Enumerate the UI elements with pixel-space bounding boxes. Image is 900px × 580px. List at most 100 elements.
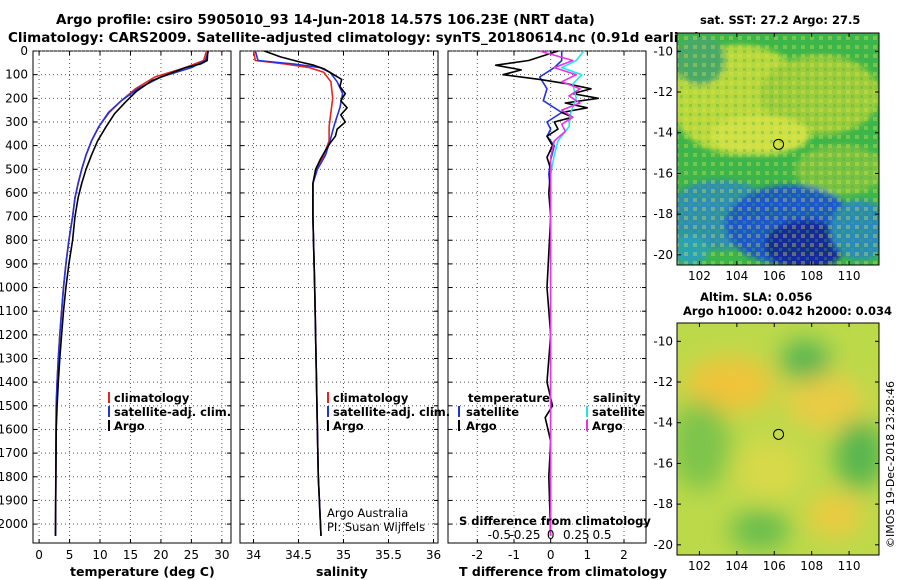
grid-dot [616, 145, 617, 147]
grid-dot [548, 287, 549, 289]
grid-dot [125, 499, 126, 501]
grid-dot [340, 168, 341, 170]
grid-dot [433, 495, 434, 496]
grid-dot [488, 216, 489, 218]
grid-dot [308, 168, 309, 170]
grid-dot [540, 381, 541, 383]
y-tick-label: 200 [5, 91, 28, 105]
grid-dot [392, 121, 393, 123]
grid-dot [532, 428, 533, 430]
grid-dot [253, 507, 254, 508]
grid-dot [524, 74, 525, 76]
grid-dot [608, 381, 609, 383]
grid-dot [256, 310, 257, 312]
grid-dot [504, 381, 505, 383]
grid-dot [181, 499, 182, 501]
grid-dot [101, 239, 102, 241]
grid-dot [298, 431, 299, 432]
grid-dot [190, 263, 192, 264]
grid-dot [99, 459, 101, 460]
grid-dot [253, 123, 254, 124]
grid-dot [117, 428, 118, 430]
grid-dot [253, 431, 254, 432]
grid-dot [408, 97, 409, 99]
grid-dot [388, 99, 389, 100]
grid-dot [408, 381, 409, 383]
grid-dot [213, 50, 214, 52]
grid-dot [476, 287, 478, 288]
grid-dot [129, 427, 131, 428]
grid-dot [173, 263, 174, 265]
grid-dot [253, 483, 254, 484]
grid-dot [476, 503, 478, 504]
grid-dot [343, 147, 344, 148]
grid-dot [343, 491, 344, 492]
grid-dot [197, 145, 198, 147]
grid-dot [492, 428, 493, 430]
grid-dot [225, 428, 226, 430]
grid-dot [49, 216, 50, 218]
grid-dot [101, 97, 102, 99]
grid-dot [185, 121, 186, 123]
grid-dot [160, 303, 162, 304]
grid-dot [65, 74, 66, 76]
grid-dot [41, 145, 42, 147]
grid-dot [372, 50, 373, 52]
grid-dot [99, 235, 101, 236]
grid-dot [412, 192, 413, 194]
grid-dot [584, 358, 585, 359]
grid-dot [93, 452, 94, 454]
grid-dot [221, 163, 223, 164]
grid-dot [253, 455, 254, 456]
grid-dot [540, 405, 541, 407]
grid-dot [85, 499, 86, 501]
grid-dot [298, 371, 299, 372]
grid-dot [181, 145, 182, 147]
grid-dot [248, 405, 249, 407]
grid-dot [69, 275, 71, 276]
grid-dot [284, 310, 285, 312]
grid-dot [300, 334, 301, 336]
grid-dot [129, 187, 131, 188]
grid-dot [109, 381, 110, 383]
grid-dot [253, 443, 254, 444]
grid-dot [416, 287, 417, 289]
grid-dot [513, 211, 515, 212]
grid-dot [296, 334, 297, 336]
grid-dot [157, 310, 158, 312]
grid-dot [169, 287, 170, 289]
grid-dot [213, 358, 214, 359]
grid-dot [380, 74, 381, 76]
grid-dot [476, 507, 478, 508]
grid-dot [221, 439, 223, 440]
grid-dot [181, 50, 182, 52]
grid-dot [524, 263, 525, 265]
grid-dot [632, 192, 633, 194]
grid-dot [264, 145, 265, 147]
grid-dot [61, 476, 62, 478]
grid-dot [343, 455, 344, 456]
grid-dot [99, 127, 101, 128]
grid-dot [129, 192, 130, 194]
grid-dot [113, 168, 114, 170]
grid-dot [592, 405, 593, 407]
grid-dot [624, 523, 625, 525]
grid-dot [190, 91, 192, 92]
grid-dot [544, 287, 545, 289]
grid-dot [456, 358, 457, 359]
grid-dot [105, 452, 106, 454]
grid-dot [149, 381, 150, 383]
grid-dot [433, 227, 434, 228]
grid-dot [343, 319, 344, 320]
grid-dot [472, 499, 473, 501]
grid-dot [160, 211, 162, 212]
grid-dot [632, 287, 633, 289]
grid-dot [153, 50, 154, 52]
grid-dot [69, 83, 71, 84]
grid-dot [190, 351, 192, 352]
grid-dot [65, 523, 66, 525]
grid-dot [61, 239, 62, 241]
grid-dot [129, 263, 131, 264]
grid-dot [433, 127, 434, 128]
legend-label-climatology: climatology [114, 391, 190, 405]
